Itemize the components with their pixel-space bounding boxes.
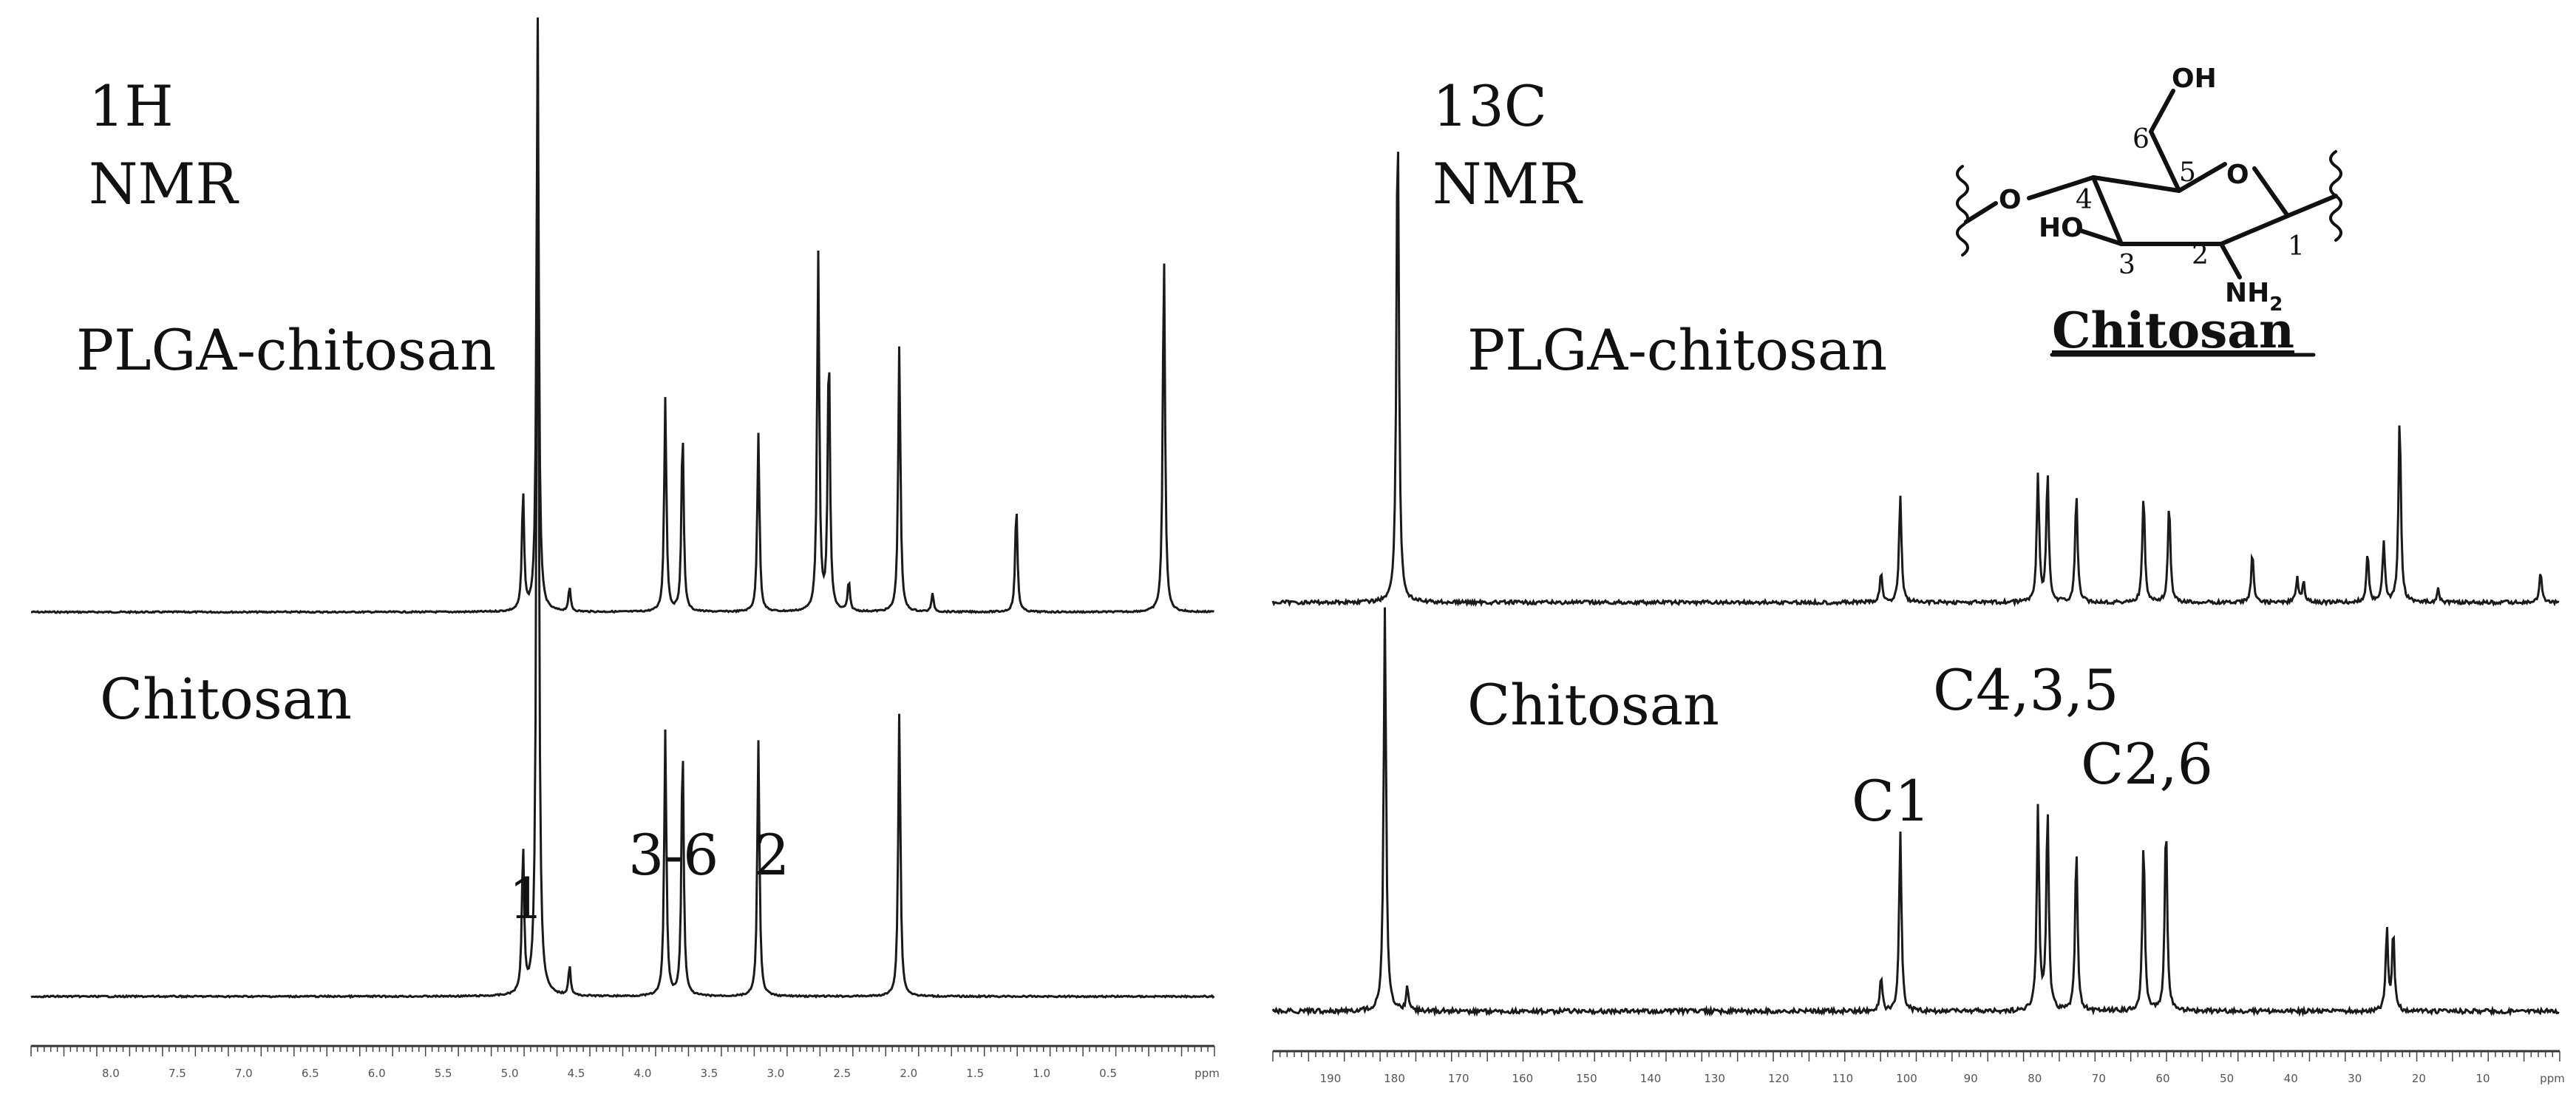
h1-tick-label: 2.0 <box>900 1067 917 1080</box>
c13-tick-label: 110 <box>1832 1072 1854 1085</box>
h1-tick-label: 7.5 <box>169 1067 186 1080</box>
link-oxygen-label: O <box>1999 185 2022 215</box>
c13-tick-label: 40 <box>2284 1072 2298 1085</box>
c13-tick-label: 50 <box>2220 1072 2234 1085</box>
h1-peak-label-3-6: 3-6 <box>628 822 718 888</box>
c13-tick-label: 140 <box>1640 1072 1662 1085</box>
ho-label: HO <box>2039 213 2084 243</box>
c5-c6-bond <box>2149 89 2181 193</box>
h1-chitosan-label: Chitosan <box>100 666 352 732</box>
c13-tick-label: ppm <box>2540 1072 2565 1085</box>
c1-right-bond <box>2286 194 2338 218</box>
h1-tick-label: ppm <box>1194 1067 1220 1080</box>
c13-tick-label: 30 <box>2348 1072 2362 1085</box>
c13-tick-label: 150 <box>1576 1072 1597 1085</box>
h1-tick-label: 5.0 <box>501 1067 519 1080</box>
c13-peak-label-c435: C4,3,5 <box>1933 657 2119 723</box>
c2-nh2-bond <box>2219 242 2242 279</box>
nh2-label: NH2 <box>2225 278 2283 316</box>
c13-nmr-panel: 190 180 170 160 150 140 130 120 110 100 90 80 70 60 50… <box>1271 73 2565 1085</box>
c13-tick-label: 60 <box>2155 1072 2169 1085</box>
c13-ppm-axis: 190 180 170 160 150 140 130 120 110 100 90 80 70 60 50… <box>1272 1050 2565 1085</box>
h1-tick-label: 4.5 <box>568 1067 585 1080</box>
oh-top-label: OH <box>2172 64 2217 94</box>
c13-chitosan-label: Chitosan <box>1467 672 1719 738</box>
h1-peak-label-2: 2 <box>754 822 789 888</box>
c3-ho-bond <box>2079 228 2124 246</box>
h1-tick-label: 5.5 <box>435 1067 452 1080</box>
position-3-label: 3 <box>2118 250 2135 280</box>
c13-series-line-chitosan <box>1271 607 2560 1017</box>
c13-plga-chitosan-trace <box>1271 152 2560 608</box>
h1-series-line-chitosan <box>30 17 1215 999</box>
c13-tick-label: 130 <box>1704 1072 1725 1085</box>
c13-tick-label: 190 <box>1320 1072 1342 1085</box>
c13-tick-label: 20 <box>2412 1072 2426 1085</box>
h1-method-label: NMR <box>89 151 239 217</box>
c13-tick-label: 10 <box>2476 1072 2490 1085</box>
chitosan-structure: OH O O HO NH2 1 2 3 4 5 6 Chitosan <box>1956 64 2342 359</box>
h1-ppm-axis: 8.0 7.5 7.0 6.5 6.0 5.5 5.0 4.5 4.0 3.5 3.0 2.5 2.0 1… <box>30 1045 1220 1080</box>
h1-tick-label: 7.0 <box>235 1067 253 1080</box>
h1-tick-label: 6.0 <box>368 1067 386 1080</box>
c13-chitosan-trace <box>1271 607 2560 1017</box>
link-bond-left <box>1964 201 1998 224</box>
h1-tick-label: 1.5 <box>966 1067 984 1080</box>
h1-tick-label: 1.0 <box>1033 1067 1050 1080</box>
position-1-label: 1 <box>2288 231 2305 262</box>
h1-nucleus-label: 1H <box>89 73 174 139</box>
h1-tick-label: 3.5 <box>700 1067 718 1080</box>
ring-oxygen-label: O <box>2226 160 2249 190</box>
c13-tick-label: 180 <box>1384 1072 1405 1085</box>
h1-series-line-plga-chitosan <box>30 18 1214 615</box>
structure-title: Chitosan <box>2052 302 2294 359</box>
position-4-label: 4 <box>2076 185 2093 215</box>
h1-plga-chitosan-label: PLGA-chitosan <box>76 317 496 383</box>
c13-peak-label-c26: C2,6 <box>2081 731 2213 797</box>
h1-tick-label: 6.5 <box>302 1067 319 1080</box>
c13-tick-label: 90 <box>1964 1072 1978 1085</box>
left-wavy-bond <box>1956 165 1969 257</box>
c13-nucleus-label: 13C <box>1433 73 1547 139</box>
c13-tick-label: 160 <box>1512 1072 1533 1085</box>
h1-plga-chitosan-trace <box>30 18 1214 615</box>
c13-method-label: NMR <box>1433 151 1583 217</box>
c13-tick-label: 120 <box>1768 1072 1790 1085</box>
c13-peak-label-c1: C1 <box>1852 768 1931 834</box>
h1-tick-label: 0.5 <box>1099 1067 1117 1080</box>
position-2-label: 2 <box>2192 240 2209 271</box>
position-5-label: 5 <box>2179 157 2196 188</box>
h1-nmr-panel: 8.0 7.5 7.0 6.5 6.0 5.5 5.0 4.5 4.0 3.5 3.0 2.5 2.0 1… <box>30 17 1220 1080</box>
h1-tick-label: 3.0 <box>767 1067 784 1080</box>
h1-tick-label: 2.5 <box>833 1067 851 1080</box>
h1-chitosan-trace <box>30 17 1215 999</box>
c13-tick-label: 100 <box>1896 1072 1917 1085</box>
c13-series-line-plga-chitosan <box>1271 152 2560 608</box>
c13-tick-label: 70 <box>2092 1072 2106 1085</box>
h1-peak-label-1: 1 <box>509 866 544 931</box>
position-6-label: 6 <box>2132 124 2150 154</box>
h1-tick-label: 8.0 <box>102 1067 120 1080</box>
c13-tick-label: 80 <box>2028 1072 2042 1085</box>
c13-plga-chitosan-label: PLGA-chitosan <box>1467 317 1887 383</box>
c13-tick-label: 170 <box>1448 1072 1469 1085</box>
c4-o-bond <box>2027 175 2096 200</box>
h1-tick-label: 4.0 <box>634 1067 652 1080</box>
